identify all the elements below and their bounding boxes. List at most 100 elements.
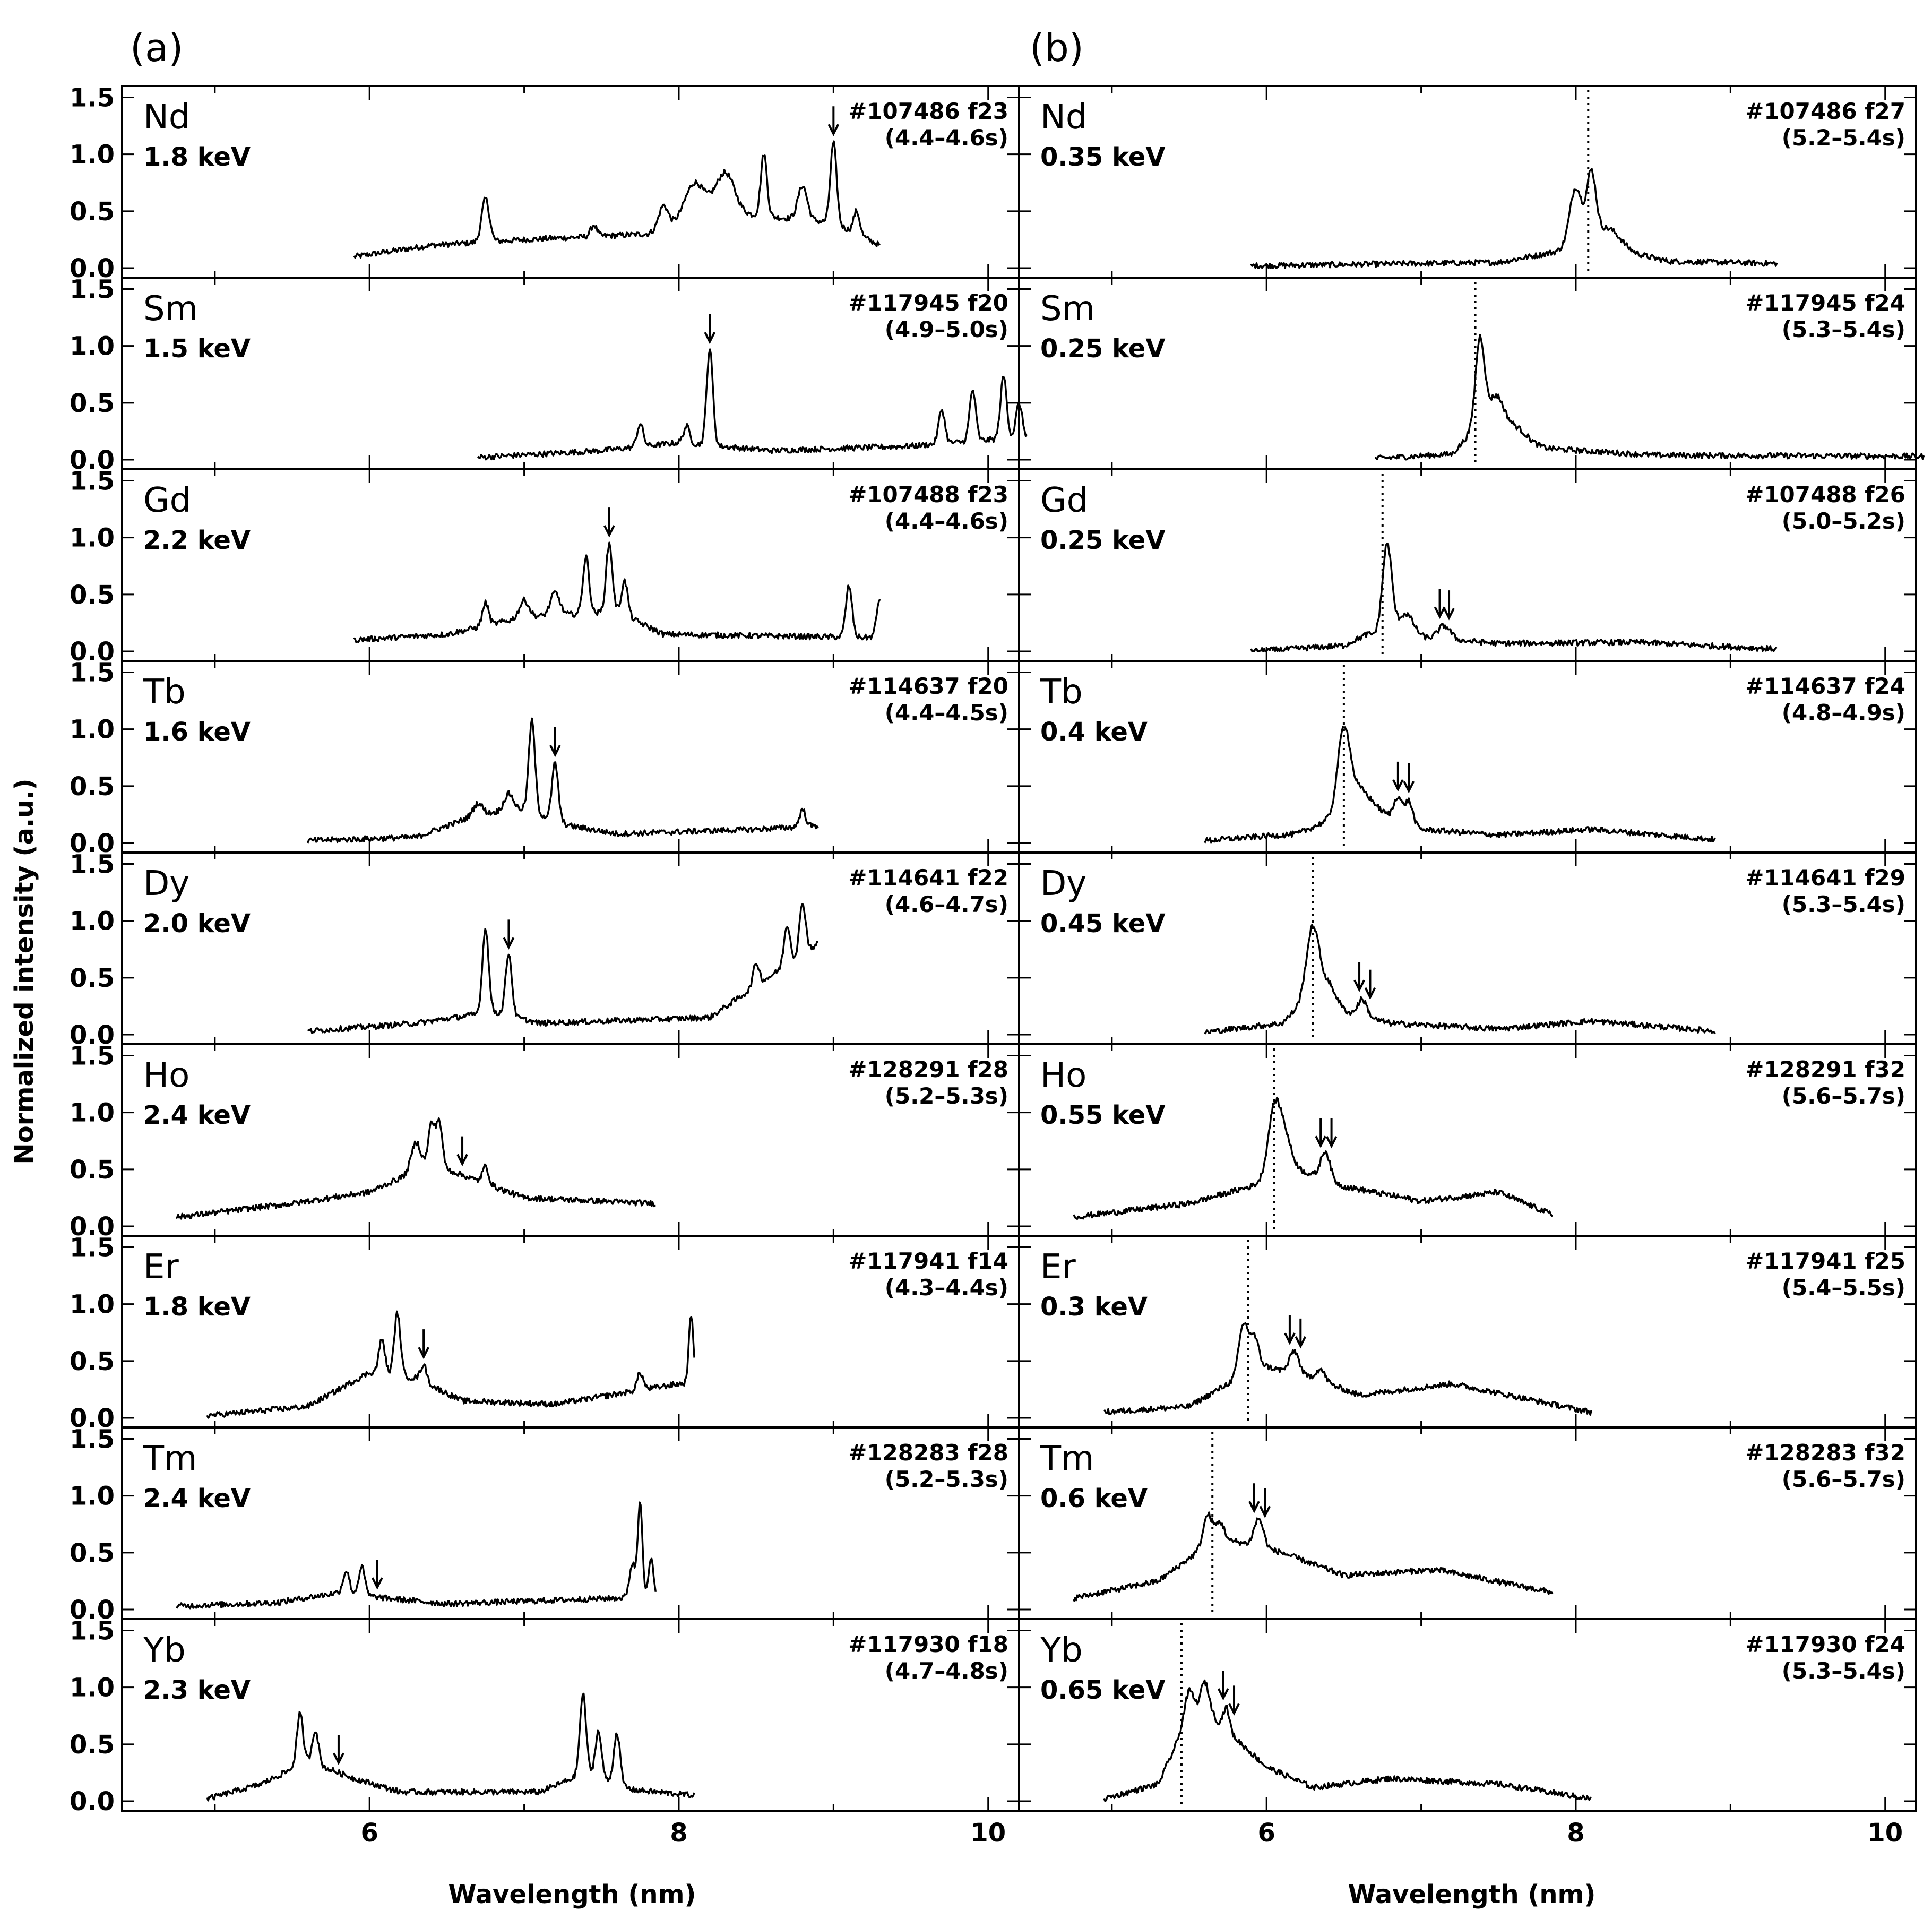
element-label: Gd [143, 481, 191, 520]
element-label: Yb [143, 1631, 186, 1670]
arrow-head [1295, 1336, 1307, 1349]
y-tick-label: 1.0 [70, 1673, 115, 1703]
time-window-label: (5.2–5.4s) [1782, 125, 1905, 151]
time-window-label: (4.4–4.6s) [885, 508, 1008, 534]
y-tick-label: 1.0 [70, 140, 115, 170]
y-tick-label: 0.0 [70, 445, 115, 475]
spectrum-line [477, 348, 1028, 461]
spectrum-line [1204, 726, 1716, 844]
spectrum-line [1250, 542, 1778, 652]
element-label: Tm [143, 1439, 197, 1478]
element-label: Dy [143, 864, 189, 903]
time-window-label: (5.2–5.3s) [885, 1466, 1008, 1492]
y-tick-label: 1.5 [70, 1424, 115, 1454]
time-window-label: (4.4–4.5s) [885, 700, 1008, 726]
time-window-label: (5.3–5.4s) [1782, 316, 1905, 342]
y-tick-label: 1.5 [70, 83, 115, 113]
spectrum-line [175, 1501, 657, 1610]
arrow-head [418, 1347, 429, 1359]
y-tick-label: 0.5 [70, 963, 115, 993]
element-label: Er [1040, 1247, 1076, 1287]
shot-label: #117941 f25 [1745, 1248, 1905, 1274]
temperature-label: 0.65 keV [1040, 1675, 1165, 1705]
panel-frame [1018, 1618, 1917, 1812]
element-label: Tm [1040, 1439, 1094, 1478]
temperature-label: 1.6 keV [143, 717, 251, 747]
shot-label: #114637 f20 [848, 673, 1008, 699]
y-tick-label: 1.5 [70, 274, 115, 304]
y-tick-label: 1.5 [70, 1041, 115, 1071]
arrow-head [1248, 1501, 1260, 1513]
element-label: Sm [143, 289, 198, 329]
shot-label: #114637 f24 [1745, 673, 1905, 699]
panel-yb-b: 6 8 10 Yb 0.65 keV #117930 f24(5.3–5.4s) [1018, 1618, 1917, 1848]
y-tick-label: 0.0 [70, 254, 115, 283]
shot-label: #117945 f24 [1745, 290, 1905, 316]
y-tick-label: 0.5 [70, 389, 115, 418]
y-tick-label: 1.0 [70, 1290, 115, 1320]
x-tick-label: 8 [670, 1818, 687, 1848]
temperature-label: 0.3 keV [1040, 1292, 1148, 1322]
arrow-head [1434, 606, 1446, 619]
arrow-head [1364, 987, 1376, 1000]
arrow-head [1284, 1332, 1296, 1345]
temperature-label: 0.6 keV [1040, 1484, 1148, 1513]
y-tick-label: 1.0 [70, 1098, 115, 1128]
y-tick-label: 0.5 [70, 1730, 115, 1760]
arrow-head [371, 1577, 383, 1590]
shot-label: #128291 f28 [848, 1056, 1008, 1082]
spectrum-line [1250, 168, 1778, 269]
arrow-head [456, 1154, 468, 1167]
panel-tm-a: 0.0 0.5 1.0 1.5 Tm 2.4 keV #128283 f28(5.2–5.3… [70, 1424, 1020, 1625]
spectrum-line [1072, 1511, 1554, 1602]
element-label: Tb [143, 673, 186, 712]
spectrum-line [353, 541, 881, 643]
y-tick-label: 1.0 [70, 907, 115, 936]
y-tick-label: 1.0 [70, 715, 115, 745]
shot-label: #128283 f32 [1745, 1440, 1905, 1466]
spectrum-line [1073, 1096, 1553, 1220]
y-tick-label: 0.5 [70, 197, 115, 227]
time-window-label: (5.3–5.4s) [1782, 891, 1905, 917]
shot-label: #128291 f32 [1745, 1056, 1905, 1082]
time-window-label: (5.2–5.3s) [885, 1083, 1008, 1109]
y-tick-label: 0.0 [70, 1787, 115, 1817]
spectrum-line [1374, 333, 1925, 461]
element-label: Ho [1040, 1056, 1086, 1095]
temperature-label: 0.25 keV [1040, 526, 1165, 555]
y-tick-label: 0.0 [70, 1212, 115, 1242]
time-window-label: (4.8–4.9s) [1782, 700, 1905, 726]
panel-yb-a: 0.0 0.5 1.0 1.5 6 8 10 Yb 2.3 keV #117930 f18(4.7… [70, 1616, 1020, 1848]
spectrum-line [307, 903, 818, 1034]
arrow-head [1443, 608, 1455, 621]
column-a-label: (a) [130, 25, 183, 70]
shot-label: #117930 f18 [848, 1631, 1008, 1657]
panel-nd-a: 0.0 0.5 1.0 1.5 Nd 1.8 keV #107486 f23(4.4–4.6… [70, 83, 1020, 283]
time-window-label: (5.6–5.7s) [1782, 1466, 1905, 1492]
y-tick-label: 1.0 [70, 332, 115, 362]
temperature-label: 2.4 keV [143, 1484, 251, 1513]
panel-tm-b: Tm 0.6 keV #128283 f32(5.6–5.7s) [1018, 1426, 1917, 1620]
temperature-label: 1.8 keV [143, 1292, 251, 1322]
spectrum-line [353, 140, 881, 259]
time-window-label: (5.3–5.4s) [1782, 1658, 1905, 1684]
panel-sm-b: Sm 0.25 keV #117945 f24(5.3–5.4s) [1018, 277, 1925, 470]
arrow-head [1403, 781, 1415, 794]
arrow-head [603, 525, 615, 538]
y-tick-label: 1.5 [70, 1616, 115, 1646]
time-window-label: (4.9–5.0s) [885, 316, 1008, 342]
arrow-head [827, 124, 840, 136]
shot-label: #117930 f24 [1745, 1631, 1905, 1657]
y-tick-label: 1.5 [70, 466, 115, 496]
spectrum-line [307, 717, 819, 844]
y-tick-label: 0.0 [70, 1404, 115, 1433]
y-tick-label: 0.5 [70, 580, 115, 610]
element-label: Tb [1040, 673, 1083, 712]
shot-label: #107488 f23 [848, 481, 1008, 507]
arrow-head [704, 332, 716, 345]
arrow-head [1259, 1505, 1271, 1518]
spectrum-line [206, 1310, 695, 1419]
temperature-label: 0.35 keV [1040, 142, 1165, 172]
time-window-label: (5.6–5.7s) [1782, 1083, 1905, 1109]
